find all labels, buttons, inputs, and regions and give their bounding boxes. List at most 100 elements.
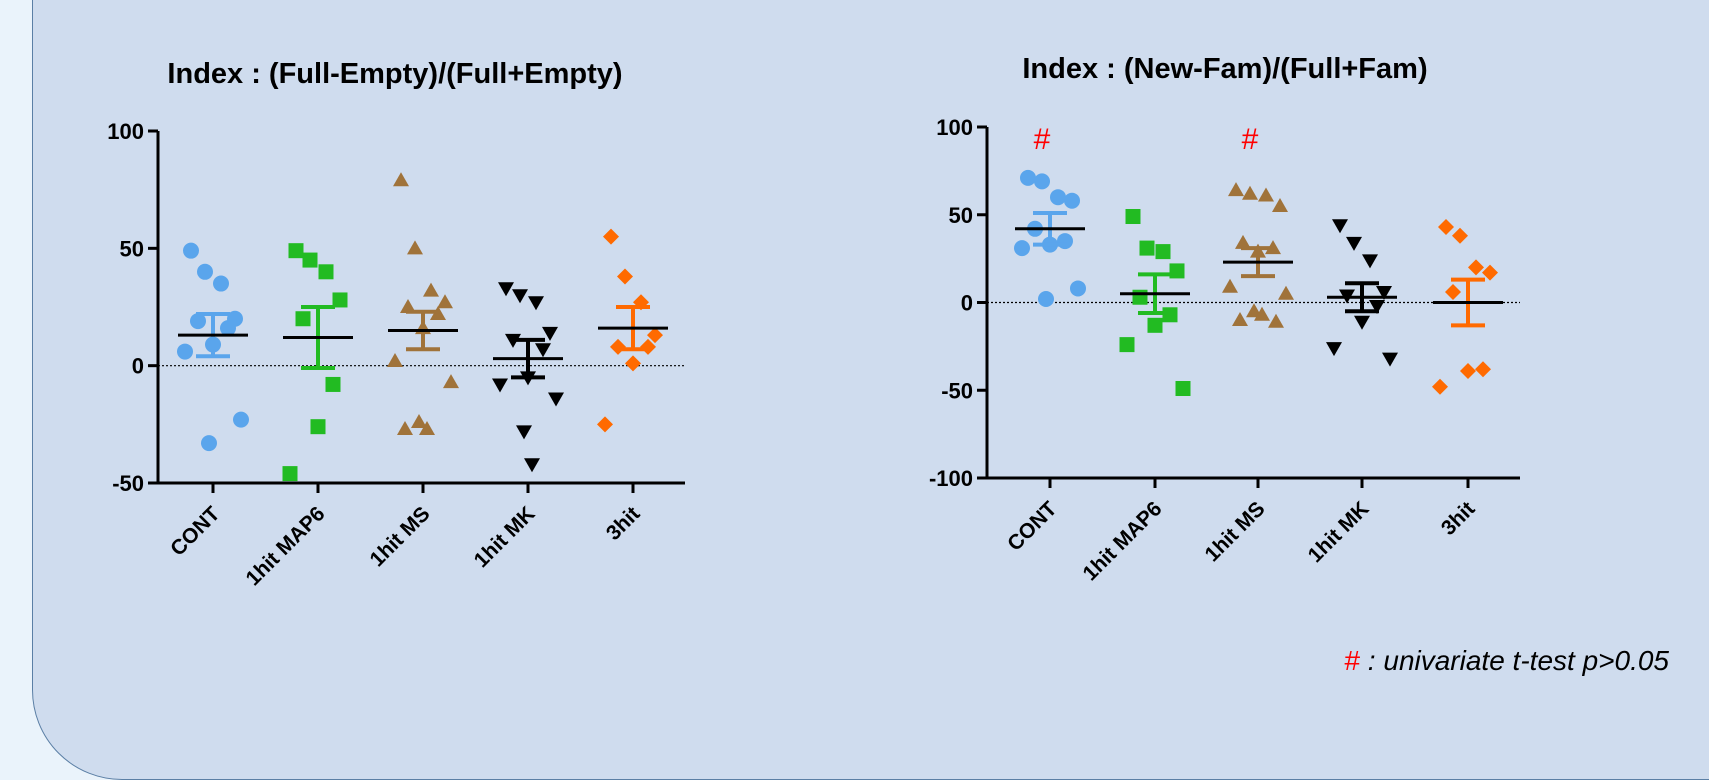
data-point bbox=[1147, 317, 1163, 333]
data-point bbox=[310, 419, 326, 435]
data-point bbox=[1034, 173, 1050, 190]
data-point bbox=[1482, 264, 1498, 281]
data-point bbox=[498, 282, 514, 297]
data-point bbox=[1246, 303, 1262, 318]
data-point bbox=[1070, 280, 1086, 297]
y-tick-label: 100 bbox=[107, 119, 144, 144]
y-tick-label: 50 bbox=[949, 203, 973, 228]
data-point bbox=[597, 416, 613, 433]
chart-1: Index : (Full-Empty)/(Full+Empty) -50 0 50 1… bbox=[107, 58, 685, 590]
data-point bbox=[1254, 306, 1270, 321]
data-point bbox=[1139, 240, 1155, 256]
data-point bbox=[542, 326, 558, 341]
data-point bbox=[423, 282, 439, 297]
y-tick-label: 0 bbox=[961, 291, 973, 316]
chart-2: Index : (New-Fam)/(Full+Fam) -100 -50 0 50 10… bbox=[929, 53, 1520, 585]
footnote-symbol: # bbox=[1344, 645, 1361, 676]
series-cont bbox=[177, 242, 249, 452]
data-point bbox=[1445, 283, 1461, 300]
data-point bbox=[617, 268, 633, 285]
data-point bbox=[548, 392, 564, 407]
series-3hit bbox=[597, 228, 668, 433]
data-point bbox=[1228, 182, 1244, 197]
data-point bbox=[535, 343, 551, 358]
data-point bbox=[524, 458, 540, 473]
x-tick-label: 1hit MAP6 bbox=[1078, 497, 1166, 585]
series-3hit bbox=[1432, 219, 1503, 395]
y-tick-label: -50 bbox=[112, 471, 144, 496]
y-tick-label: 50 bbox=[120, 236, 144, 261]
data-point bbox=[512, 289, 528, 304]
x-tick-label: 1hit MS bbox=[365, 502, 434, 571]
data-point bbox=[1064, 192, 1080, 209]
data-point bbox=[1125, 209, 1141, 225]
data-point bbox=[220, 320, 236, 337]
chart-title: Index : (New-Fam)/(Full+Fam) bbox=[1022, 53, 1427, 85]
x-tick-label: 1hit MK bbox=[470, 502, 540, 572]
data-point bbox=[1242, 185, 1258, 200]
y-tick-label: 100 bbox=[936, 115, 973, 140]
data-point bbox=[516, 425, 532, 440]
series-1hit-ms bbox=[1222, 182, 1294, 328]
data-point bbox=[1382, 352, 1398, 367]
data-point bbox=[1235, 234, 1251, 249]
data-point bbox=[1232, 312, 1248, 327]
data-point bbox=[201, 435, 217, 452]
series-1hit-ms bbox=[387, 172, 459, 436]
data-point bbox=[1362, 254, 1378, 269]
data-point bbox=[1050, 189, 1066, 206]
y-tick-label: 0 bbox=[132, 354, 144, 379]
data-point bbox=[1468, 259, 1484, 276]
data-point bbox=[437, 294, 453, 309]
x-tick-label: 1hit MS bbox=[1200, 497, 1269, 566]
data-point bbox=[411, 413, 427, 428]
series-1hit-mk bbox=[492, 282, 564, 473]
data-point bbox=[288, 243, 304, 259]
significance-mark: # bbox=[1034, 123, 1051, 156]
data-point bbox=[282, 466, 298, 482]
data-point bbox=[1119, 337, 1135, 353]
data-point bbox=[610, 338, 626, 355]
data-point bbox=[1057, 233, 1073, 250]
x-tick-label: CONT bbox=[166, 502, 224, 560]
data-point bbox=[233, 411, 249, 428]
data-point bbox=[625, 355, 641, 372]
data-point bbox=[419, 421, 435, 436]
data-point bbox=[1460, 362, 1476, 379]
x-tick-label: 1hit MAP6 bbox=[241, 502, 329, 590]
data-point bbox=[1272, 197, 1288, 212]
data-point bbox=[397, 421, 413, 436]
data-point bbox=[387, 352, 403, 367]
footnote: # : univariate t-test p>0.05 bbox=[1344, 645, 1669, 677]
y-tick-label: -100 bbox=[929, 466, 973, 491]
x-tick-label: 3hit bbox=[1437, 497, 1480, 540]
data-point bbox=[1376, 285, 1392, 300]
data-point bbox=[1278, 285, 1294, 300]
data-point bbox=[1475, 361, 1491, 378]
data-point bbox=[1332, 219, 1348, 234]
data-point bbox=[325, 376, 341, 392]
data-point bbox=[213, 275, 229, 292]
data-point bbox=[177, 343, 193, 360]
footnote-text: : univariate t-test p>0.05 bbox=[1360, 645, 1669, 676]
data-point bbox=[197, 263, 213, 280]
data-point bbox=[1014, 240, 1030, 257]
data-point bbox=[1326, 342, 1342, 357]
x-tick-label: 3hit bbox=[602, 502, 645, 545]
data-point bbox=[407, 240, 423, 255]
y-tick-label: -50 bbox=[941, 378, 973, 403]
data-point bbox=[528, 296, 544, 311]
data-point bbox=[1038, 290, 1054, 307]
x-tick-label: 1hit MK bbox=[1304, 497, 1374, 567]
data-point bbox=[1020, 169, 1036, 186]
x-tick-label: CONT bbox=[1003, 497, 1061, 555]
data-point bbox=[1346, 236, 1362, 251]
data-point bbox=[1222, 278, 1238, 293]
data-point bbox=[1258, 187, 1274, 202]
data-point bbox=[1268, 313, 1284, 328]
charts-canvas: Index : (Full-Empty)/(Full+Empty) -50 0 50 1… bbox=[107, 53, 1520, 590]
data-point bbox=[647, 327, 663, 344]
data-point bbox=[1452, 227, 1468, 244]
data-point bbox=[1175, 380, 1191, 396]
data-point bbox=[295, 311, 311, 327]
